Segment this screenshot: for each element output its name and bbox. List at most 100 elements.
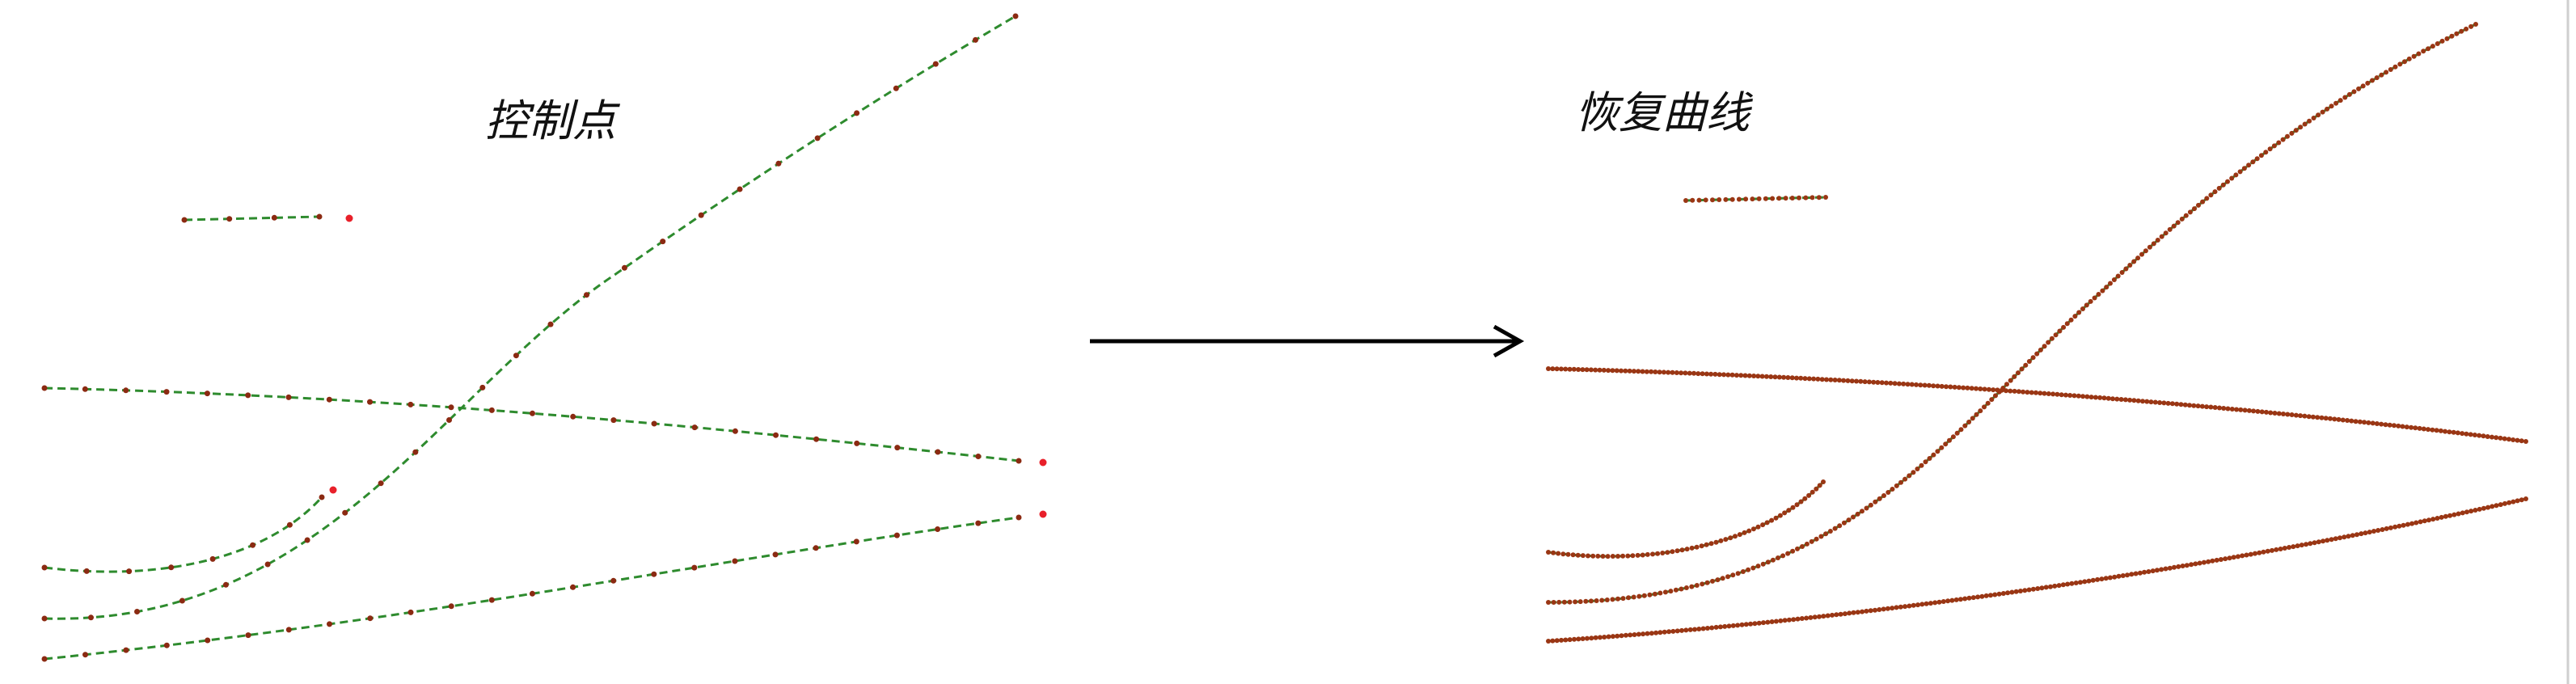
control-point <box>621 264 627 271</box>
recovered-point <box>1866 379 1872 385</box>
recovered-point <box>1755 564 1761 569</box>
recovered-point <box>2043 585 2049 590</box>
control-point <box>975 454 982 459</box>
recovered-point <box>1625 553 1631 559</box>
recovered-point <box>1713 624 1719 630</box>
recovered-point <box>1961 385 1966 391</box>
recovered-point <box>2225 179 2230 184</box>
recovered-point <box>2046 340 2051 345</box>
recovered-point <box>2485 505 2491 510</box>
recovered-point <box>2268 410 2274 416</box>
left-curve-short-top <box>184 215 320 222</box>
recovered-point <box>2152 399 2158 405</box>
recovered-point <box>2388 525 2393 530</box>
recovered-point <box>1640 369 1645 374</box>
recovered-point <box>2212 405 2218 410</box>
recovered-point <box>2229 175 2235 181</box>
recovered-point <box>1768 374 1774 379</box>
recovered-point <box>2233 172 2239 178</box>
recovered-point <box>2195 403 2201 409</box>
recovered-point <box>2076 310 2082 315</box>
recovered-point <box>1670 369 1675 375</box>
control-point <box>367 399 373 405</box>
control-point <box>570 584 576 590</box>
recovered-point <box>1662 589 1668 595</box>
recovered-point <box>1940 599 1946 604</box>
recovered-point <box>1809 538 1814 544</box>
recovered-point <box>2418 519 2423 525</box>
recovered-point <box>2502 500 2507 506</box>
control-point <box>41 564 48 571</box>
recovered-point <box>2320 109 2325 115</box>
control-point <box>691 424 698 431</box>
recovered-point <box>2426 517 2431 523</box>
control-point <box>513 353 519 359</box>
recovered-point <box>1576 367 1581 372</box>
recovered-point <box>2115 273 2121 279</box>
recovered-point-markers <box>1546 22 2528 644</box>
recovered-point <box>1565 551 1571 557</box>
recovered-point <box>2144 399 2150 404</box>
recovered-point <box>2308 541 2313 547</box>
recovered-point <box>1817 614 1822 619</box>
recovered-point <box>1970 416 1975 421</box>
control-point <box>975 520 982 526</box>
recovered-point <box>1932 600 1938 606</box>
recovered-point <box>1999 387 2004 393</box>
recovered-point <box>2110 396 2115 402</box>
recovered-point <box>2321 538 2326 544</box>
recovered-point <box>2212 189 2218 195</box>
recovered-point <box>2333 100 2339 106</box>
recovered-point <box>1846 517 1852 523</box>
recovered-point <box>1658 590 1663 596</box>
recovered-point <box>2435 516 2440 521</box>
recovered-point <box>2208 192 2214 198</box>
control-point <box>83 568 90 574</box>
recovered-point <box>1803 195 1809 201</box>
recovered-point <box>1700 371 1705 377</box>
control-point <box>327 621 332 627</box>
recovered-point <box>2276 140 2282 146</box>
recovered-point <box>2392 524 2398 530</box>
recovered-point <box>1623 632 1628 638</box>
recovered-point <box>1679 370 1684 376</box>
recovered-point <box>1755 374 1761 379</box>
recovered-point <box>1729 196 1735 202</box>
recovered-point <box>2169 401 2175 407</box>
control-point <box>610 417 617 424</box>
recovered-point <box>1614 368 1620 374</box>
recovered-point <box>2413 425 2418 431</box>
recovered-point <box>2506 437 2511 442</box>
control-point <box>168 564 175 571</box>
control-point <box>772 551 779 558</box>
recovered-point <box>1666 629 1672 635</box>
recovered-point <box>2250 159 2256 165</box>
recovered-point <box>1653 369 1658 374</box>
recovered-point <box>2392 64 2398 70</box>
recovered-point <box>1673 587 1679 593</box>
recovered-point <box>1924 601 1929 606</box>
recovered-point <box>2240 553 2245 559</box>
recovered-point <box>1944 384 1949 390</box>
recovered-point <box>1816 195 1822 201</box>
recovered-point <box>1670 549 1675 555</box>
recovered-point <box>2061 324 2067 330</box>
recovered-point <box>1733 534 1738 539</box>
recovered-point <box>1965 385 1970 391</box>
recovered-point <box>1649 369 1654 374</box>
recovered-point <box>2231 555 2236 560</box>
recovered-point <box>2088 298 2093 304</box>
recovered-point <box>2204 404 2210 410</box>
recovered-point <box>2306 414 2312 420</box>
recovered-point <box>1970 595 1976 601</box>
recovered-point <box>2179 216 2185 222</box>
recovered-point <box>2370 420 2375 426</box>
recovered-point <box>1684 547 1690 552</box>
recovered-point <box>2411 53 2417 59</box>
recovered-point <box>2257 550 2262 555</box>
recovered-point <box>2248 551 2253 557</box>
recovered-point <box>1877 496 1882 501</box>
recovered-point <box>2285 412 2291 417</box>
recovered-point <box>2329 537 2334 543</box>
recovered-point <box>1590 553 1596 559</box>
